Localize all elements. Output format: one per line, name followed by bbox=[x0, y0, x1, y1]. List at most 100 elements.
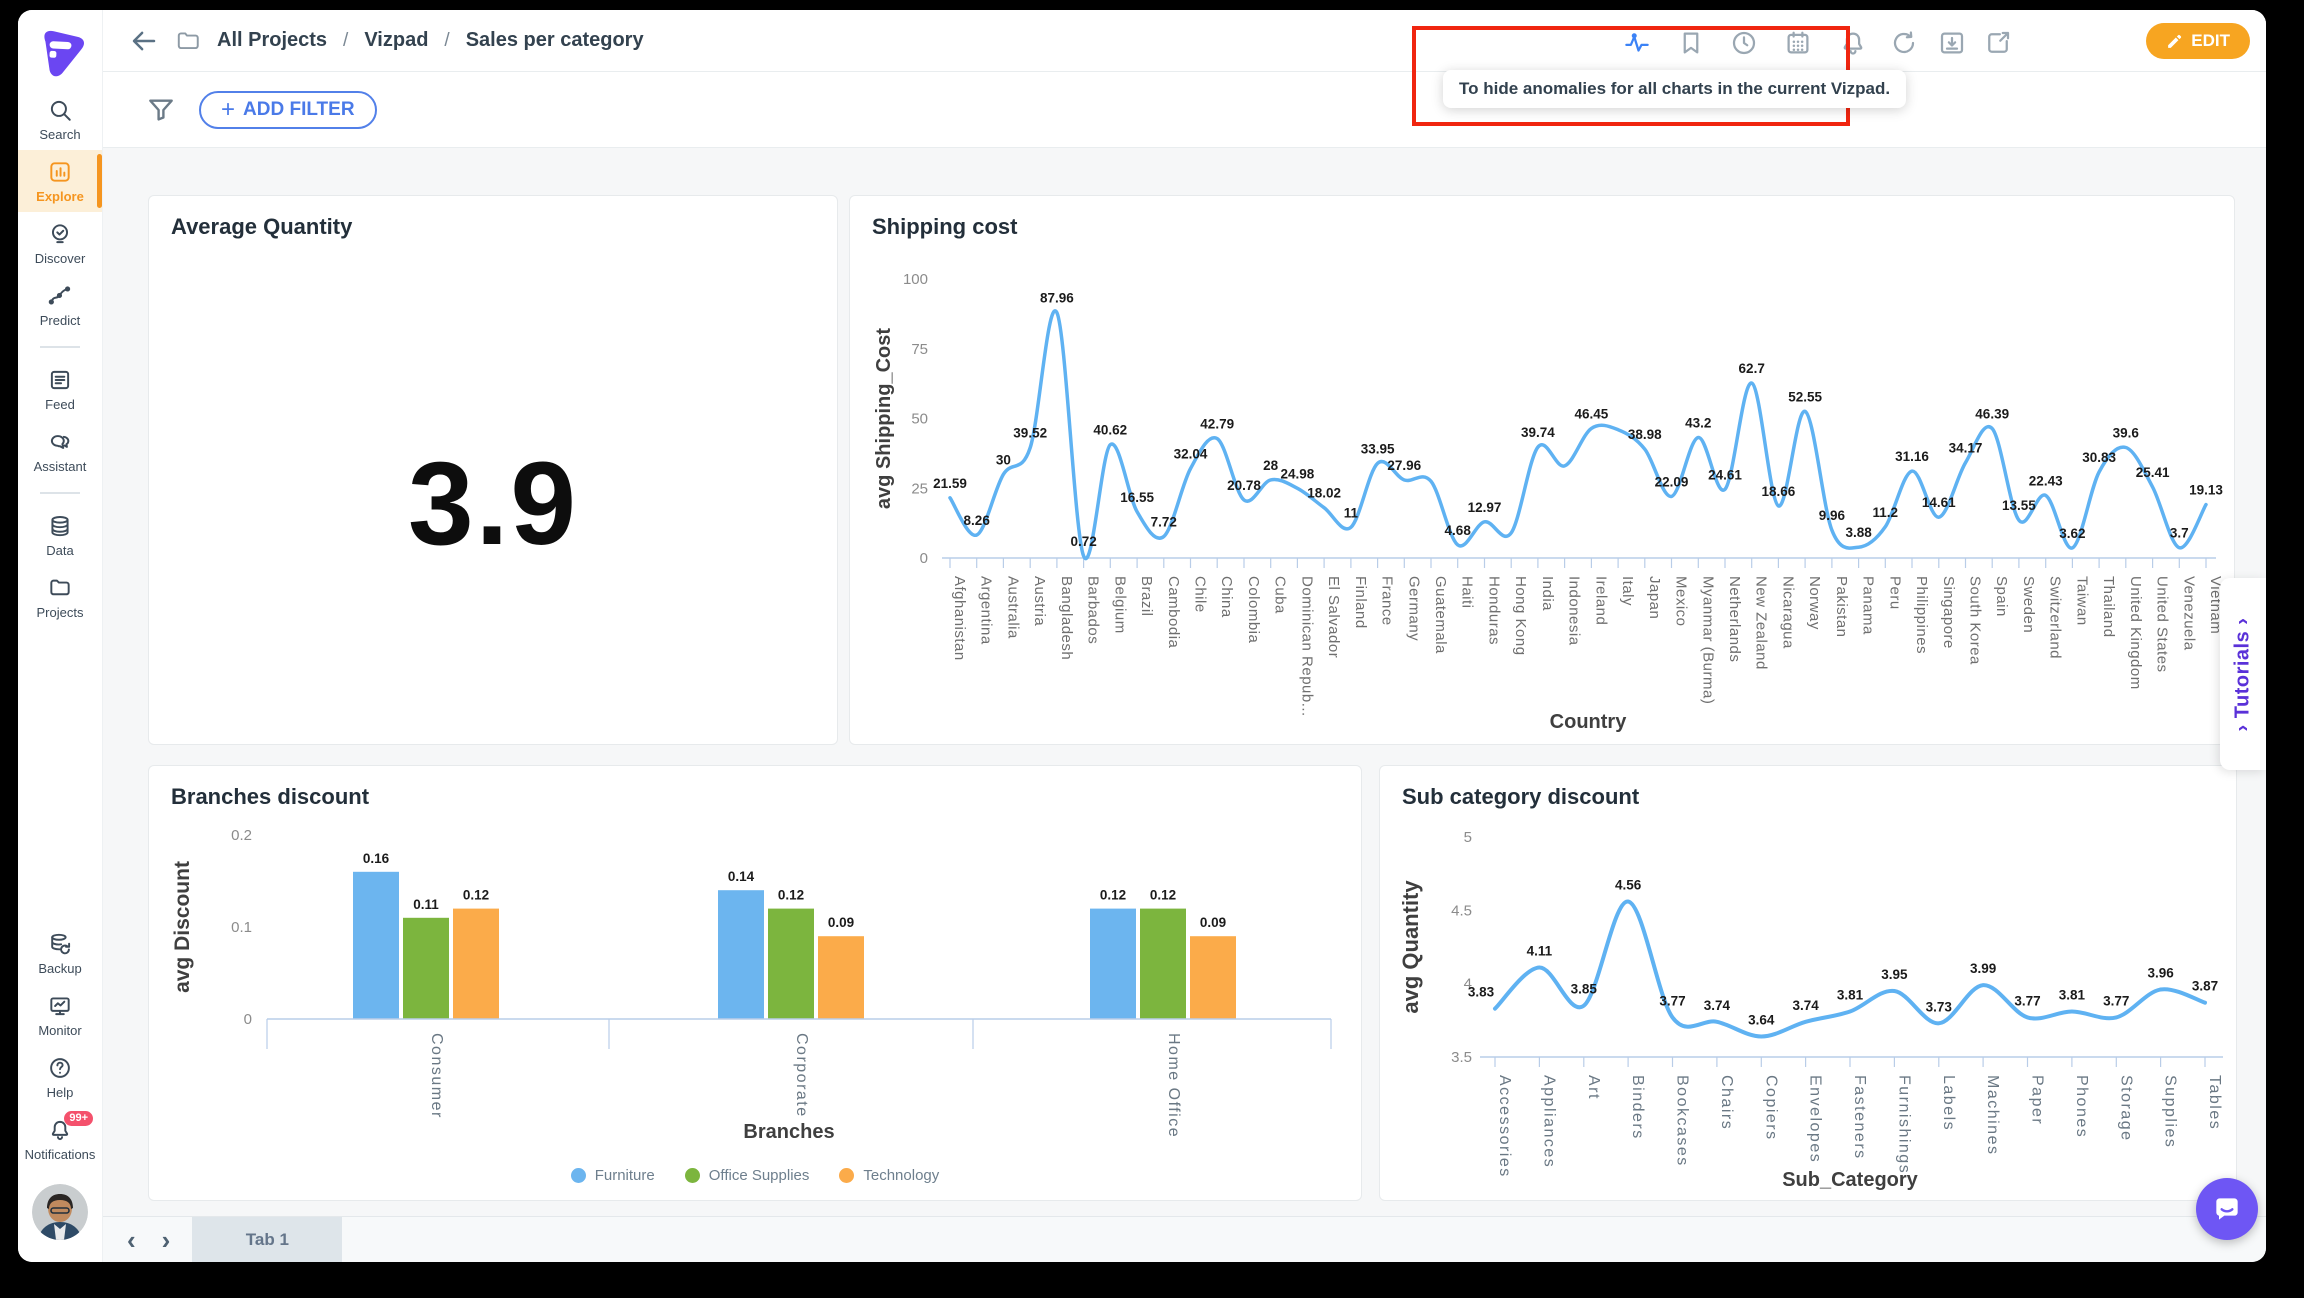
tutorials-tab[interactable]: › Tutorials › bbox=[2220, 578, 2266, 770]
svg-text:46.45: 46.45 bbox=[1575, 406, 1609, 421]
svg-text:31.16: 31.16 bbox=[1895, 449, 1929, 464]
chat-bubble-icon bbox=[2216, 1198, 2238, 1220]
svg-text:South Korea: South Korea bbox=[1967, 576, 1984, 665]
svg-text:0.16: 0.16 bbox=[363, 851, 390, 866]
svg-text:avg Shipping_Cost: avg Shipping_Cost bbox=[873, 328, 895, 509]
app-window: Search Explore Discover Predict Feed Assistan… bbox=[18, 10, 2266, 1262]
svg-text:22.43: 22.43 bbox=[2029, 473, 2063, 488]
chat-support-button[interactable] bbox=[2196, 1178, 2258, 1240]
svg-text:Afghanistan: Afghanistan bbox=[951, 576, 968, 661]
breadcrumb-all-projects[interactable]: All Projects bbox=[217, 29, 328, 51]
svg-text:27.96: 27.96 bbox=[1387, 458, 1421, 473]
sidebar-divider bbox=[40, 346, 80, 348]
svg-text:India: India bbox=[1539, 576, 1556, 611]
share-icon[interactable] bbox=[1983, 28, 2013, 58]
svg-text:3.77: 3.77 bbox=[2103, 993, 2129, 1008]
chart-card-shipping-cost[interactable]: Shipping cost 0 25 50 75 100 avg Shipping_Cos… bbox=[849, 195, 2235, 745]
legend-item-technology[interactable]: Technology bbox=[839, 1167, 939, 1184]
svg-text:4.11: 4.11 bbox=[1527, 944, 1553, 959]
svg-text:Singapore: Singapore bbox=[1940, 576, 1957, 649]
sidebar-item-label: Projects bbox=[36, 605, 84, 620]
sidebar-item-label: Backup bbox=[38, 961, 82, 976]
sidebar-item-help[interactable]: Help bbox=[18, 1046, 102, 1108]
legend-dot bbox=[684, 1168, 700, 1183]
edit-button[interactable]: EDIT bbox=[2146, 23, 2250, 59]
chart-card-branches-discount[interactable]: Branches discount 0 0.1 0.2 avg Discount 0.1… bbox=[148, 765, 1362, 1201]
svg-text:62.7: 62.7 bbox=[1739, 361, 1765, 376]
assistant-icon bbox=[47, 429, 73, 455]
legend-item-office-supplies[interactable]: Office Supplies bbox=[684, 1167, 809, 1184]
back-arrow-icon[interactable] bbox=[129, 26, 159, 56]
chart-legend: Furniture Office Supplies Technology bbox=[149, 1167, 1361, 1184]
sidebar-item-predict[interactable]: Predict bbox=[18, 274, 102, 336]
sidebar-item-feed[interactable]: Feed bbox=[18, 358, 102, 420]
tab-scroll-right-icon[interactable]: › bbox=[161, 1224, 171, 1255]
sidebar-item-discover[interactable]: Discover bbox=[18, 212, 102, 274]
sidebar-item-search[interactable]: Search bbox=[18, 88, 102, 150]
download-icon[interactable] bbox=[1937, 28, 1967, 58]
main-area: All Projects / Vizpad / Sales per catego… bbox=[103, 10, 2266, 1262]
history-clock-icon[interactable] bbox=[1729, 28, 1759, 58]
svg-text:Argentina: Argentina bbox=[978, 576, 995, 645]
tab-1[interactable]: Tab 1 bbox=[192, 1217, 343, 1262]
svg-text:Brazil: Brazil bbox=[1138, 576, 1155, 617]
bookmark-icon[interactable] bbox=[1676, 28, 1706, 58]
svg-text:100: 100 bbox=[903, 271, 928, 288]
card-title: Sub category discount bbox=[1402, 784, 1640, 809]
bell-icon[interactable] bbox=[1838, 28, 1868, 58]
sidebar-item-data[interactable]: Data bbox=[18, 504, 102, 566]
svg-text:3.87: 3.87 bbox=[2192, 979, 2218, 994]
svg-text:75: 75 bbox=[911, 341, 928, 358]
svg-text:25: 25 bbox=[911, 480, 928, 497]
sidebar-item-explore[interactable]: Explore bbox=[18, 150, 102, 212]
sidebar-item-notifications[interactable]: 99+ Notifications bbox=[18, 1108, 102, 1170]
filter-funnel-icon[interactable] bbox=[145, 94, 177, 126]
chart-card-sub-category-discount[interactable]: Sub category discount 3.5 4 4.5 5 avg Quanti… bbox=[1379, 765, 2237, 1201]
sidebar-item-backup[interactable]: Backup bbox=[18, 922, 102, 984]
svg-text:avg Discount: avg Discount bbox=[171, 861, 194, 993]
folder-icon bbox=[177, 31, 199, 49]
svg-text:Panama: Panama bbox=[1860, 576, 1877, 635]
projects-icon bbox=[47, 575, 73, 601]
svg-text:3.64: 3.64 bbox=[1748, 1013, 1775, 1028]
svg-text:China: China bbox=[1218, 576, 1235, 618]
svg-text:Australia: Australia bbox=[1004, 576, 1021, 639]
svg-text:11: 11 bbox=[1344, 505, 1359, 520]
shipping-cost-line-chart: 0 25 50 75 100 avg Shipping_Cost Afghanistan Ar… bbox=[873, 271, 2224, 733]
svg-text:Labels: Labels bbox=[1940, 1075, 1957, 1131]
card-title: Branches discount bbox=[171, 784, 370, 809]
plus-icon: + bbox=[221, 95, 236, 123]
add-filter-button[interactable]: + ADD FILTER bbox=[199, 90, 377, 129]
svg-text:Bangladesh: Bangladesh bbox=[1058, 576, 1075, 660]
svg-text:Storage: Storage bbox=[2117, 1075, 2134, 1142]
anomaly-pulse-icon[interactable] bbox=[1622, 28, 1652, 58]
svg-text:Sweden: Sweden bbox=[2020, 576, 2037, 633]
sidebar-item-projects[interactable]: Projects bbox=[18, 566, 102, 628]
user-avatar[interactable] bbox=[32, 1184, 88, 1240]
svg-text:0: 0 bbox=[244, 1011, 252, 1028]
tab-scroll-left-icon[interactable]: ‹ bbox=[127, 1224, 136, 1255]
svg-text:New Zealand: New Zealand bbox=[1753, 576, 1770, 670]
svg-text:Ireland: Ireland bbox=[1592, 576, 1609, 625]
breadcrumb: All Projects / Vizpad / Sales per catego… bbox=[129, 26, 644, 56]
svg-text:3.81: 3.81 bbox=[1837, 988, 1864, 1003]
legend-item-furniture[interactable]: Furniture bbox=[570, 1167, 655, 1184]
sidebar-item-label: Explore bbox=[36, 189, 84, 204]
svg-text:3.73: 3.73 bbox=[1926, 999, 1953, 1014]
anomaly-tooltip: To hide anomalies for all charts in the … bbox=[1443, 70, 1907, 108]
kpi-card-average-quantity[interactable]: Average Quantity 3.9 bbox=[148, 195, 838, 745]
breadcrumb-vizpad[interactable]: Vizpad bbox=[364, 29, 429, 51]
svg-text:0.12: 0.12 bbox=[1150, 888, 1176, 903]
tellius-logo[interactable] bbox=[34, 26, 86, 78]
sidebar-item-assistant[interactable]: Assistant bbox=[18, 420, 102, 482]
svg-text:0.14: 0.14 bbox=[728, 869, 755, 884]
sidebar-item-monitor[interactable]: Monitor bbox=[18, 984, 102, 1046]
svg-text:Nicaragua: Nicaragua bbox=[1779, 576, 1796, 649]
svg-text:Philippines: Philippines bbox=[1913, 576, 1930, 654]
svg-text:Envelopes: Envelopes bbox=[1807, 1075, 1824, 1163]
svg-text:4.56: 4.56 bbox=[1615, 878, 1642, 893]
refresh-icon[interactable] bbox=[1889, 28, 1919, 58]
breadcrumb-separator: / bbox=[343, 29, 349, 51]
sidebar-item-label: Help bbox=[46, 1085, 74, 1100]
calendar-icon[interactable] bbox=[1783, 28, 1813, 58]
